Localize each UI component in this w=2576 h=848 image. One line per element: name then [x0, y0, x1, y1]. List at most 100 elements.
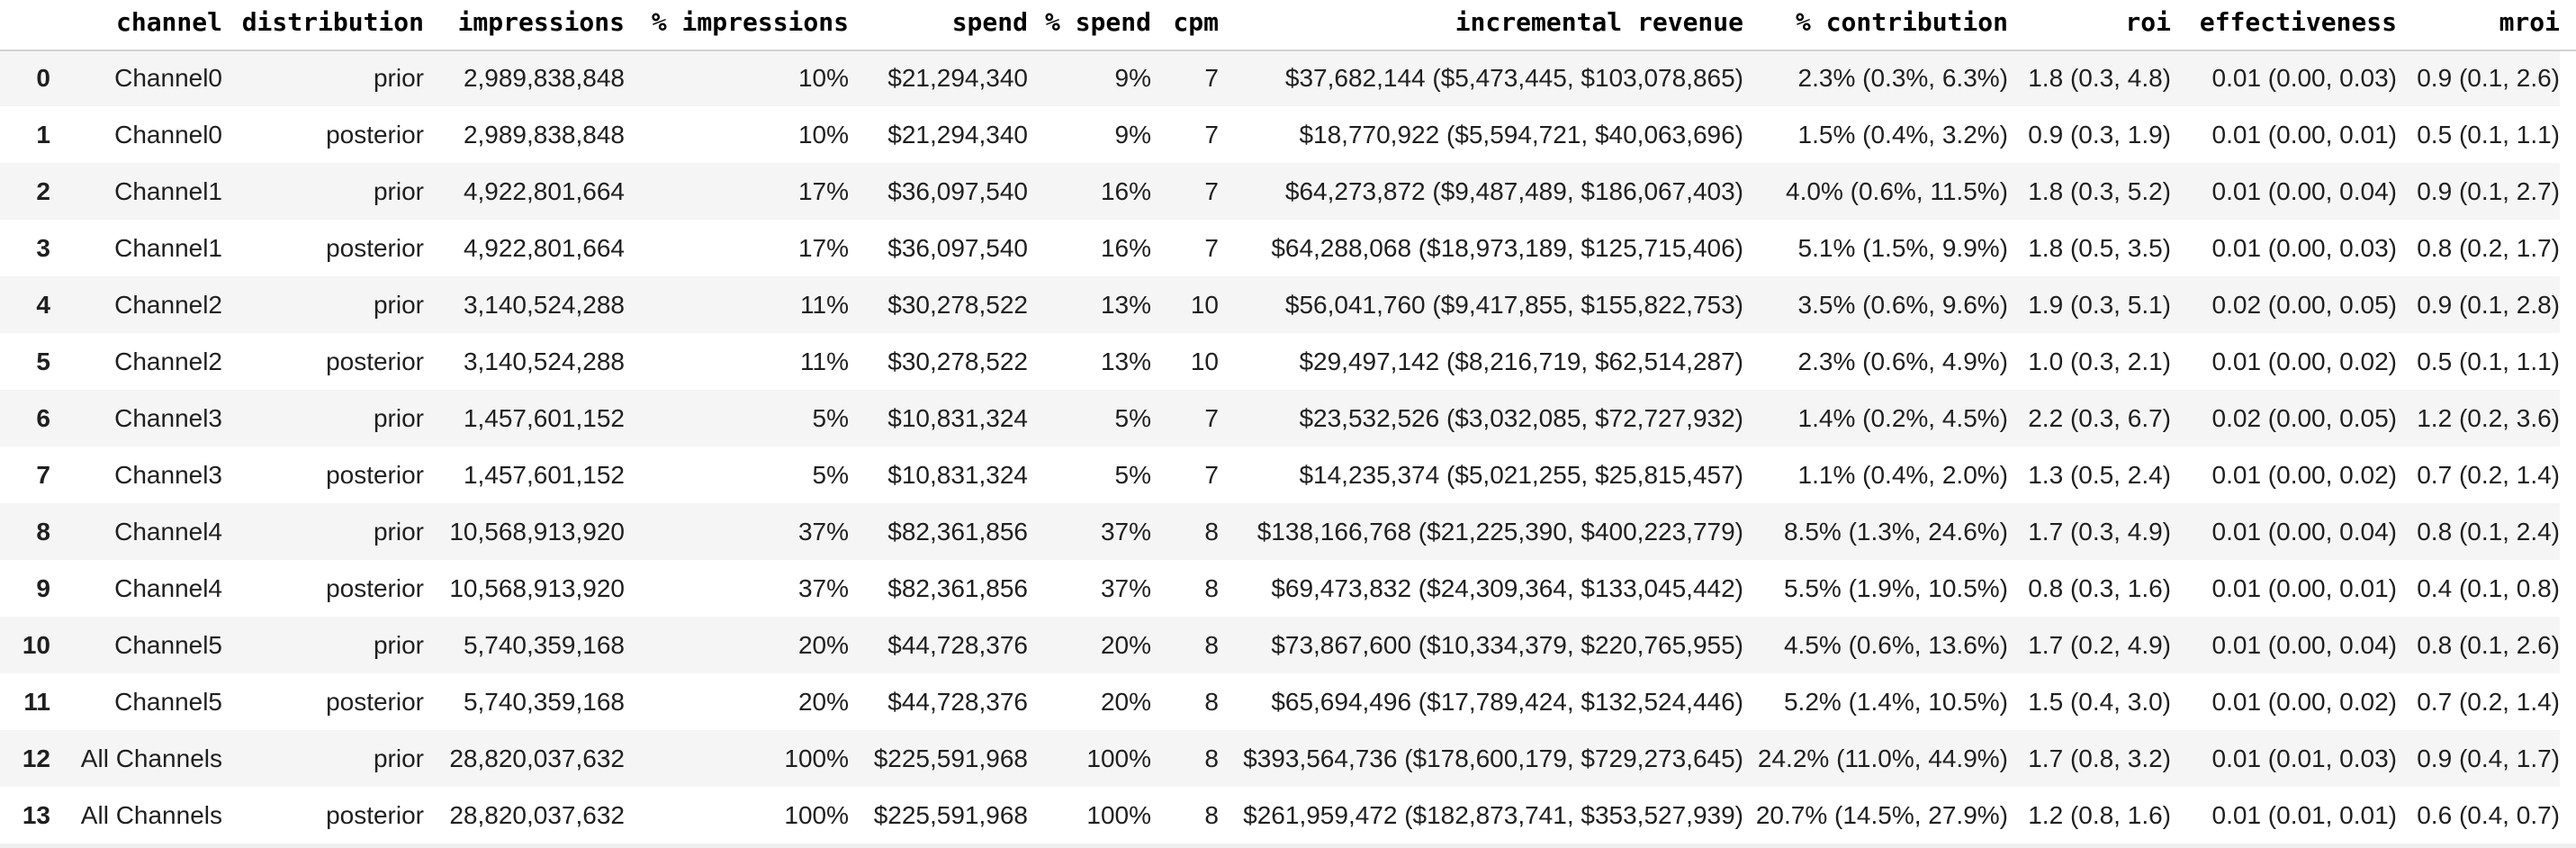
cell-distribution: prior	[373, 630, 424, 659]
table-row: 9 Channel4 posterior 10,568,913,920 37% $82,3…	[0, 560, 2560, 617]
cell-roi: 1.8 (0.3, 4.8)	[2028, 63, 2171, 92]
cell-channel: Channel3	[114, 460, 222, 489]
cell-pct-contribution: 1.5% (0.4%, 3.2%)	[1797, 120, 2008, 149]
cell-roi: 1.8 (0.3, 5.2)	[2028, 176, 2171, 205]
cell-row-index: 5	[36, 347, 50, 375]
cell-impressions: 10,568,913,920	[449, 517, 625, 546]
cell-effectiveness: 0.01 (0.00, 0.01)	[2211, 120, 2397, 149]
cell-effectiveness: 0.01 (0.00, 0.04)	[2211, 176, 2397, 205]
cell-distribution: prior	[373, 290, 424, 319]
cell-cpm: 8	[1204, 630, 1219, 659]
cell-roi: 1.7 (0.8, 3.2)	[2028, 744, 2171, 772]
cell-distribution: posterior	[326, 800, 424, 829]
table-row: 13 All Channels posterior 28,820,037,632 100…	[0, 787, 2560, 843]
cell-pct-impressions: 5%	[812, 403, 849, 432]
cell-pct-contribution: 1.1% (0.4%, 2.0%)	[1797, 460, 2008, 489]
cell-incremental-revenue: $14,235,374 ($5,021,255, $25,815,457)	[1299, 460, 1743, 489]
cell-roi: 1.5 (0.4, 3.0)	[2028, 687, 2171, 716]
cell-incremental-revenue: $65,694,496 ($17,789,424, $132,524,446)	[1271, 687, 1743, 716]
cell-roi: 0.9 (0.3, 1.9)	[2028, 120, 2171, 149]
cell-cpm: 7	[1204, 176, 1219, 205]
cell-channel: Channel4	[114, 573, 222, 602]
cell-impressions: 10,568,913,920	[449, 573, 625, 602]
cell-mroi: 0.5 (0.1, 1.1)	[2417, 347, 2560, 375]
cell-distribution: posterior	[326, 573, 424, 602]
cell-pct-impressions: 11%	[800, 290, 849, 319]
cell-channel: Channel3	[114, 403, 222, 432]
cell-spend: $10,831,324	[887, 460, 1028, 489]
cell-spend: $225,591,968	[873, 800, 1028, 829]
cell-row-index: 12	[22, 744, 50, 772]
cell-incremental-revenue: $393,564,736 ($178,600,179, $729,273,645…	[1243, 744, 1743, 772]
cell-pct-contribution: 8.5% (1.3%, 24.6%)	[1783, 517, 2008, 546]
cell-row-index: 7	[36, 460, 50, 489]
cell-cpm: 8	[1204, 517, 1219, 546]
table-row: 0 Channel0 prior 2,989,838,848 10% $21,294,34…	[0, 50, 2560, 106]
cell-row-index: 1	[36, 120, 50, 149]
cell-pct-impressions: 10%	[797, 63, 849, 92]
cell-cpm: 7	[1204, 233, 1219, 262]
cell-distribution: prior	[373, 517, 424, 546]
cell-channel: Channel4	[114, 517, 222, 546]
cell-incremental-revenue: $73,867,600 ($10,334,379, $220,765,955)	[1271, 630, 1743, 659]
cell-impressions: 2,989,838,848	[463, 120, 625, 149]
table-header: channel distribution impressions % impressi…	[0, 0, 2560, 50]
cell-mroi: 0.7 (0.2, 1.4)	[2417, 460, 2560, 489]
cell-cpm: 8	[1204, 800, 1219, 829]
cell-channel: Channel2	[114, 347, 222, 375]
column-header-distribution: distribution	[241, 7, 424, 37]
cell-roi: 0.8 (0.3, 1.6)	[2028, 573, 2171, 602]
header-row: channel distribution impressions % impressi…	[0, 0, 2560, 50]
cell-channel: Channel5	[114, 687, 222, 716]
cell-pct-contribution: 20.7% (14.5%, 27.9%)	[1755, 800, 2008, 829]
cell-spend: $36,097,540	[887, 233, 1028, 262]
column-header-channel: channel	[115, 7, 222, 37]
cell-cpm: 10	[1190, 347, 1219, 375]
cell-pct-contribution: 5.1% (1.5%, 9.9%)	[1797, 233, 2008, 262]
cell-cpm: 7	[1204, 63, 1219, 92]
cell-pct-impressions: 10%	[797, 120, 849, 149]
column-header-impressions: impressions	[457, 7, 625, 37]
cell-pct-contribution: 1.4% (0.2%, 4.5%)	[1797, 403, 2008, 432]
cell-incremental-revenue: $64,273,872 ($9,487,489, $186,067,403)	[1284, 176, 1743, 205]
cell-distribution: posterior	[326, 460, 424, 489]
column-header-row-index	[0, 0, 58, 50]
cell-spend: $21,294,340	[887, 63, 1028, 92]
cell-mroi: 0.8 (0.1, 2.6)	[2417, 630, 2560, 659]
cell-channel: Channel1	[114, 233, 222, 262]
cell-impressions: 5,740,359,168	[463, 630, 625, 659]
cell-spend: $44,728,376	[887, 687, 1028, 716]
table-row: 12 All Channels prior 28,820,037,632 100% $22…	[0, 730, 2560, 787]
cell-incremental-revenue: $37,682,144 ($5,473,445, $103,078,865)	[1284, 63, 1743, 92]
cell-row-index: 13	[22, 800, 50, 829]
cell-roi: 1.0 (0.3, 2.1)	[2028, 347, 2171, 375]
column-header-pct-spend: % spend	[1044, 7, 1151, 37]
table-row: 4 Channel2 prior 3,140,524,288 11% $30,278,52…	[0, 276, 2560, 333]
header-divider	[0, 50, 2576, 51]
cell-channel: Channel1	[114, 176, 222, 205]
cell-spend: $30,278,522	[887, 290, 1028, 319]
cell-incremental-revenue: $23,532,526 ($3,032,085, $72,727,932)	[1299, 403, 1743, 432]
cell-mroi: 0.6 (0.4, 0.7)	[2417, 800, 2560, 829]
cell-cpm: 7	[1204, 460, 1219, 489]
cell-distribution: posterior	[326, 347, 424, 375]
cell-channel: Channel5	[114, 630, 222, 659]
cell-row-index: 3	[36, 233, 50, 262]
cell-distribution: prior	[373, 63, 424, 92]
cell-impressions: 5,740,359,168	[463, 687, 625, 716]
cell-impressions: 28,820,037,632	[449, 744, 625, 772]
table-row: 7 Channel3 posterior 1,457,601,152 5% $10,831…	[0, 447, 2560, 503]
cell-row-index: 6	[36, 403, 50, 432]
table-body: 0 Channel0 prior 2,989,838,848 10% $21,294,34…	[0, 50, 2560, 843]
cell-pct-impressions: 37%	[797, 573, 849, 602]
cell-impressions: 3,140,524,288	[463, 290, 625, 319]
cell-impressions: 4,922,801,664	[463, 233, 625, 262]
cell-pct-impressions: 11%	[800, 347, 849, 375]
cell-mroi: 0.9 (0.1, 2.7)	[2417, 176, 2560, 205]
cell-pct-spend: 5%	[1114, 403, 1151, 432]
cell-row-index: 8	[36, 517, 50, 546]
cell-spend: $30,278,522	[887, 347, 1028, 375]
cell-cpm: 8	[1204, 573, 1219, 602]
table-row: 3 Channel1 posterior 4,922,801,664 17% $36,09…	[0, 220, 2560, 276]
